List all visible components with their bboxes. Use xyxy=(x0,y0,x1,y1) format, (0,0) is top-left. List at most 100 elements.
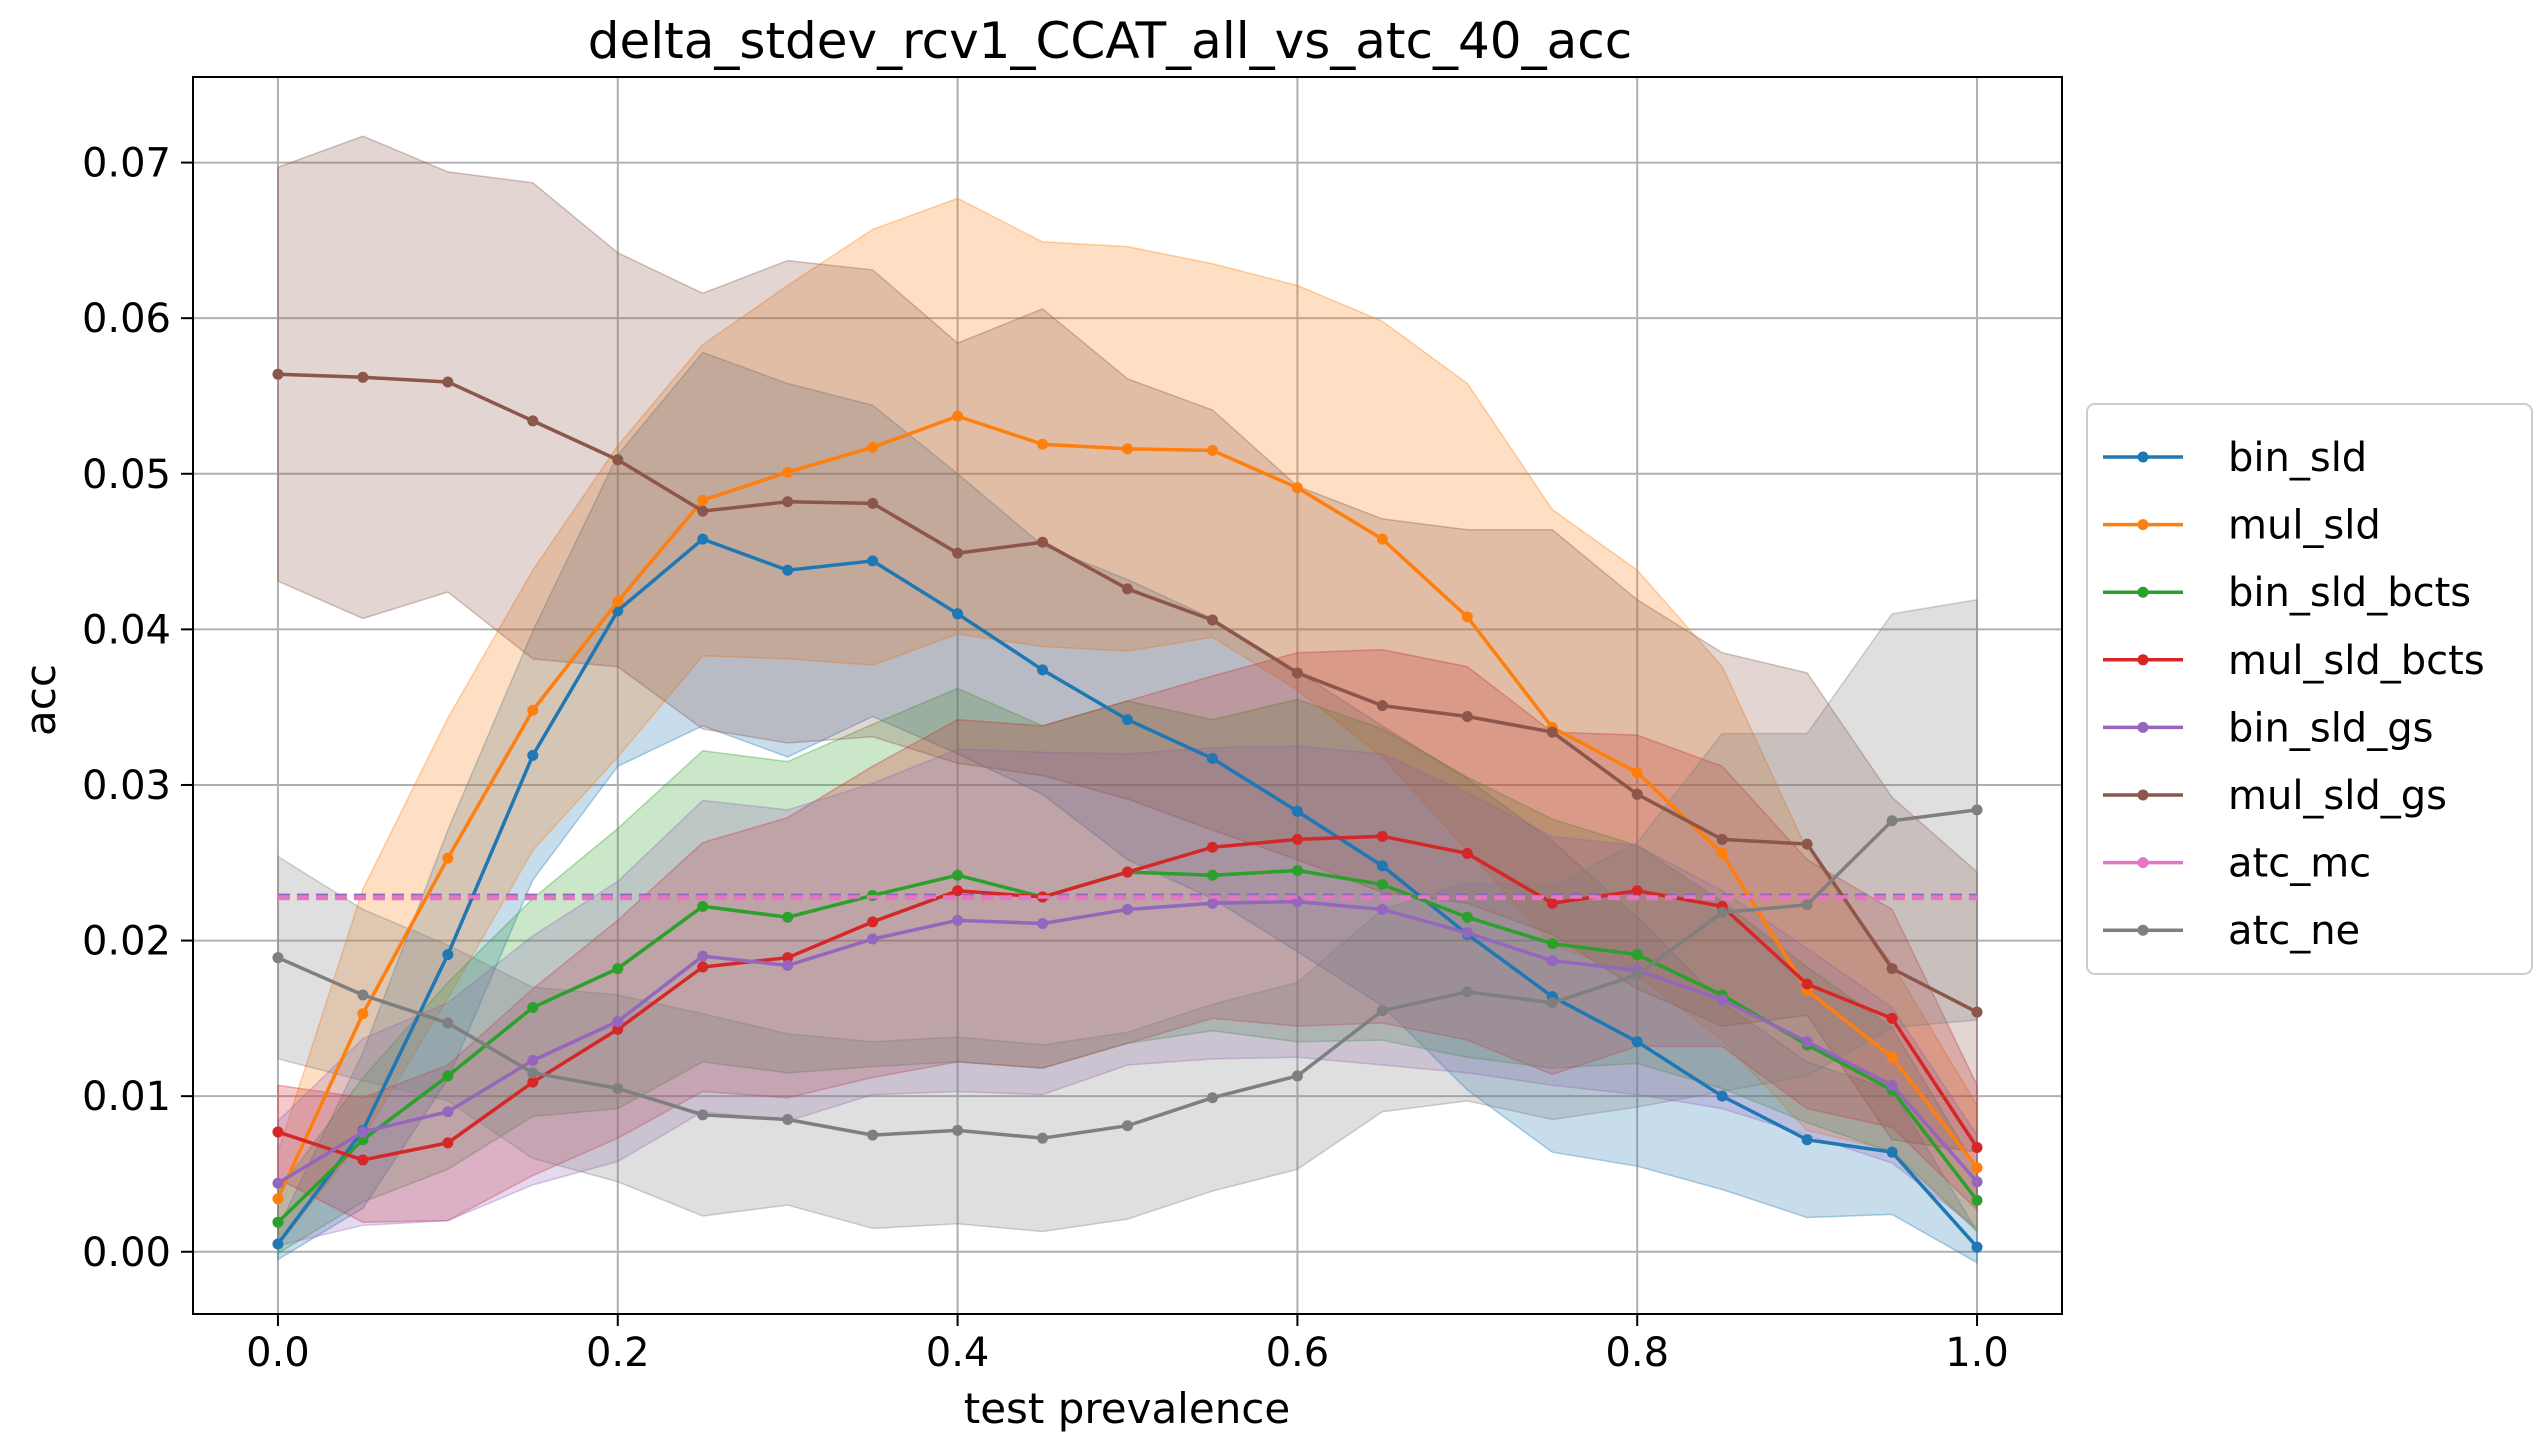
bin_sld-point xyxy=(527,749,539,761)
mul_sld_gs-point xyxy=(782,496,794,508)
mul_sld-point xyxy=(1206,444,1218,456)
bin_sld_gs-point xyxy=(272,1177,284,1189)
mul_sld-point xyxy=(782,466,794,478)
legend-label: bin_sld_gs xyxy=(2228,705,2433,751)
atc_ne-point xyxy=(1376,1005,1388,1017)
mul_sld_gs-point xyxy=(1376,700,1388,712)
legend-marker xyxy=(2137,586,2149,598)
y-tick-label: 0.04 xyxy=(82,607,171,653)
atc_ne-point xyxy=(442,1017,454,1029)
y-ticks: 0.00 0.01 0.02 0.03 0.04 0.05 0.06 0.07 xyxy=(82,141,193,1276)
mul_sld_gs-point xyxy=(1122,583,1133,595)
mul_sld_bcts-point xyxy=(442,1137,454,1149)
bin_sld-point xyxy=(1291,805,1303,817)
bin_sld_gs-point xyxy=(1801,1036,1813,1048)
mul_sld-point xyxy=(1376,533,1388,545)
bin_sld-point xyxy=(442,949,454,961)
legend-label: bin_sld_bcts xyxy=(2228,570,2471,616)
bin_sld_bcts-point xyxy=(952,869,964,881)
atc_ne-point xyxy=(1546,997,1558,1009)
mul_sld_gs-point xyxy=(1971,1006,1983,1018)
bin_sld_gs-point xyxy=(952,914,964,926)
mul_sld-point xyxy=(1971,1162,1983,1174)
legend-marker xyxy=(2137,789,2149,801)
mul_sld-point xyxy=(867,441,879,453)
bin_sld_bcts-point xyxy=(612,963,624,975)
chart-title: delta_stdev_rcv1_CCAT_all_vs_atc_40_acc xyxy=(588,12,1632,70)
bin_sld_gs-point xyxy=(697,950,709,962)
legend-label: atc_ne xyxy=(2228,908,2360,954)
mul_sld_bcts-point xyxy=(1971,1142,1983,1154)
mul_sld_bcts-point xyxy=(1546,897,1558,909)
mul_sld-point xyxy=(527,704,539,716)
grid-lines xyxy=(193,77,2062,1314)
bin_sld_bcts-point xyxy=(1206,869,1218,881)
mul_sld_bcts-point xyxy=(782,952,794,964)
mul_sld_gs-point xyxy=(867,497,879,509)
bin_sld-point xyxy=(1971,1241,1983,1253)
legend-label: mul_sld_bcts xyxy=(2228,638,2485,684)
bin_sld_gs-point xyxy=(1971,1176,1983,1188)
atc_ne-point xyxy=(697,1109,709,1121)
legend-marker xyxy=(2137,924,2149,936)
bin_sld-point xyxy=(272,1238,284,1250)
bin_sld_bcts-point xyxy=(442,1070,454,1082)
mul_sld_bcts-point xyxy=(952,885,964,897)
mul_sld_gs-point xyxy=(1886,963,1898,975)
bin_sld_bcts-point xyxy=(782,911,794,923)
mul_sld_bcts-point xyxy=(1631,885,1643,897)
mul_sld_gs-point xyxy=(1546,726,1558,738)
legend-marker xyxy=(2137,451,2149,463)
x-tick-label: 0.6 xyxy=(1266,1330,1330,1376)
mul_sld_gs-point xyxy=(1206,614,1218,626)
atc_ne-point xyxy=(1037,1132,1049,1144)
mul_sld_gs-point xyxy=(1631,788,1643,800)
bin_sld_bcts-point xyxy=(272,1216,284,1228)
bin_sld-point xyxy=(612,605,624,617)
y-tick-label: 0.03 xyxy=(82,763,171,809)
mul_sld-point xyxy=(1291,482,1303,494)
atc_ne-point xyxy=(1631,969,1643,981)
legend-label: mul_sld xyxy=(2228,503,2381,549)
mul_sld-point xyxy=(442,852,454,864)
mul_sld-point xyxy=(612,595,624,607)
legend: bin_sld mul_sld bin_sld_bcts mul_sld_bctsbi… xyxy=(2086,403,2533,975)
mul_sld-point xyxy=(1631,767,1643,779)
x-tick-label: 0.0 xyxy=(246,1330,310,1376)
atc_ne-point xyxy=(1801,899,1813,911)
x-tick-label: 0.4 xyxy=(926,1330,990,1376)
bin_sld_gs-point xyxy=(1716,994,1728,1006)
legend-label: atc_mc xyxy=(2228,841,2371,887)
mul_sld_gs-point xyxy=(697,505,709,517)
legend-marker xyxy=(2137,519,2149,531)
bin_sld_bcts-band xyxy=(277,687,1978,1255)
mul_sld_gs-point xyxy=(527,415,539,427)
atc_ne-point xyxy=(1971,804,1983,816)
mul_sld_bcts-point xyxy=(1801,978,1813,990)
mul_sld_bcts-point xyxy=(1886,1012,1898,1024)
bin_sld_bcts-point xyxy=(357,1134,369,1146)
mul_sld_bcts-band xyxy=(277,648,1978,1223)
legend-marker xyxy=(2137,721,2149,733)
atc_ne-point xyxy=(272,952,284,964)
atc_ne-point xyxy=(1291,1070,1303,1082)
mul_sld_gs-point xyxy=(612,454,624,466)
mul_sld_gs-point xyxy=(1291,667,1303,679)
atc_ne-band xyxy=(277,598,1978,1233)
atc_ne-point xyxy=(867,1129,879,1141)
atc_ne-point xyxy=(612,1082,624,1094)
mul_sld_gs-point xyxy=(1037,536,1049,548)
x-tick-label: 0.8 xyxy=(1605,1330,1669,1376)
bin_sld-point xyxy=(952,608,964,620)
atc_ne-point xyxy=(1461,986,1473,998)
y-tick-label: 0.05 xyxy=(82,452,171,498)
y-axis-label: acc xyxy=(16,664,65,736)
bin_sld-point xyxy=(1376,860,1388,872)
mul_sld-point xyxy=(1037,438,1049,450)
mul_sld_bcts-point xyxy=(1461,847,1473,859)
bin_sld-point xyxy=(1886,1146,1898,1158)
legend-label: bin_sld xyxy=(2228,435,2367,481)
bin_sld_bcts-point xyxy=(1546,938,1558,950)
bin_sld_bcts-point xyxy=(1291,865,1303,877)
